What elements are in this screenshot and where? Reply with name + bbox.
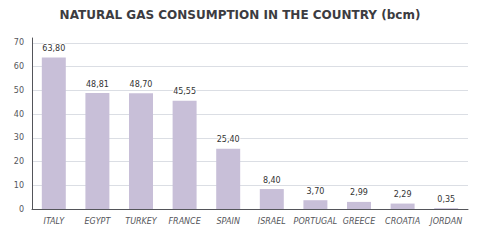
svg-text:NATURAL GAS CONSUMPTION IN THE: NATURAL GAS CONSUMPTION IN THE COUNTRY (…	[60, 8, 421, 22]
svg-text:TURKEY: TURKEY	[125, 217, 158, 226]
svg-text:PORTUGAL: PORTUGAL	[294, 217, 338, 226]
svg-text:GREECE: GREECE	[343, 217, 376, 226]
svg-text:40: 40	[14, 110, 24, 119]
svg-text:JORDAN: JORDAN	[428, 217, 462, 226]
svg-text:CROATIA: CROATIA	[385, 217, 420, 226]
svg-text:10: 10	[14, 181, 24, 190]
svg-text:2,99: 2,99	[350, 188, 368, 197]
svg-text:25,40: 25,40	[217, 135, 240, 144]
svg-text:SPAIN: SPAIN	[217, 217, 240, 226]
svg-text:ITALY: ITALY	[44, 217, 66, 226]
svg-text:0: 0	[19, 205, 24, 214]
svg-text:50: 50	[14, 86, 24, 95]
svg-text:30: 30	[14, 133, 24, 142]
svg-text:EGYPT: EGYPT	[84, 217, 111, 226]
svg-text:48,81: 48,81	[86, 80, 109, 89]
svg-text:45,55: 45,55	[173, 87, 196, 96]
svg-text:3,70: 3,70	[306, 187, 324, 196]
svg-text:70: 70	[14, 38, 24, 47]
svg-text:20: 20	[14, 157, 24, 166]
svg-text:ISRAEL: ISRAEL	[258, 217, 286, 226]
svg-text:60: 60	[14, 62, 24, 71]
svg-text:0,35: 0,35	[437, 195, 455, 204]
svg-text:48,70: 48,70	[130, 80, 153, 89]
svg-text:63,80: 63,80	[42, 44, 65, 53]
svg-text:8,40: 8,40	[263, 176, 281, 185]
svg-text:2,29: 2,29	[394, 190, 412, 199]
svg-text:FRANCE: FRANCE	[168, 217, 201, 226]
